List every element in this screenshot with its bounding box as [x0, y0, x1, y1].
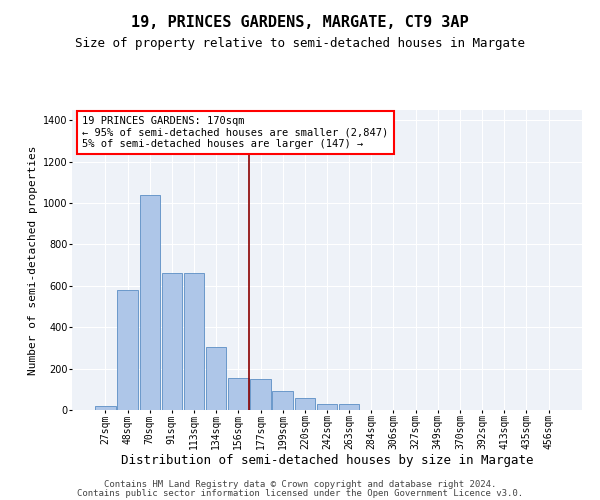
X-axis label: Distribution of semi-detached houses by size in Margate: Distribution of semi-detached houses by … [121, 454, 533, 466]
Bar [184, 274, 204, 410]
Bar [228, 378, 248, 410]
Bar [140, 195, 160, 410]
Text: Contains public sector information licensed under the Open Government Licence v3: Contains public sector information licen… [77, 489, 523, 498]
Bar [272, 392, 293, 410]
Text: 19, PRINCES GARDENS, MARGATE, CT9 3AP: 19, PRINCES GARDENS, MARGATE, CT9 3AP [131, 15, 469, 30]
Bar [95, 406, 116, 410]
Bar [161, 274, 182, 410]
Bar [206, 347, 226, 410]
Bar [118, 290, 138, 410]
Y-axis label: Number of semi-detached properties: Number of semi-detached properties [28, 145, 38, 375]
Bar [339, 404, 359, 410]
Text: 19 PRINCES GARDENS: 170sqm
← 95% of semi-detached houses are smaller (2,847)
5% : 19 PRINCES GARDENS: 170sqm ← 95% of semi… [82, 116, 388, 149]
Text: Size of property relative to semi-detached houses in Margate: Size of property relative to semi-detach… [75, 38, 525, 51]
Bar [295, 398, 315, 410]
Bar [250, 379, 271, 410]
Text: Contains HM Land Registry data © Crown copyright and database right 2024.: Contains HM Land Registry data © Crown c… [104, 480, 496, 489]
Bar [317, 404, 337, 410]
